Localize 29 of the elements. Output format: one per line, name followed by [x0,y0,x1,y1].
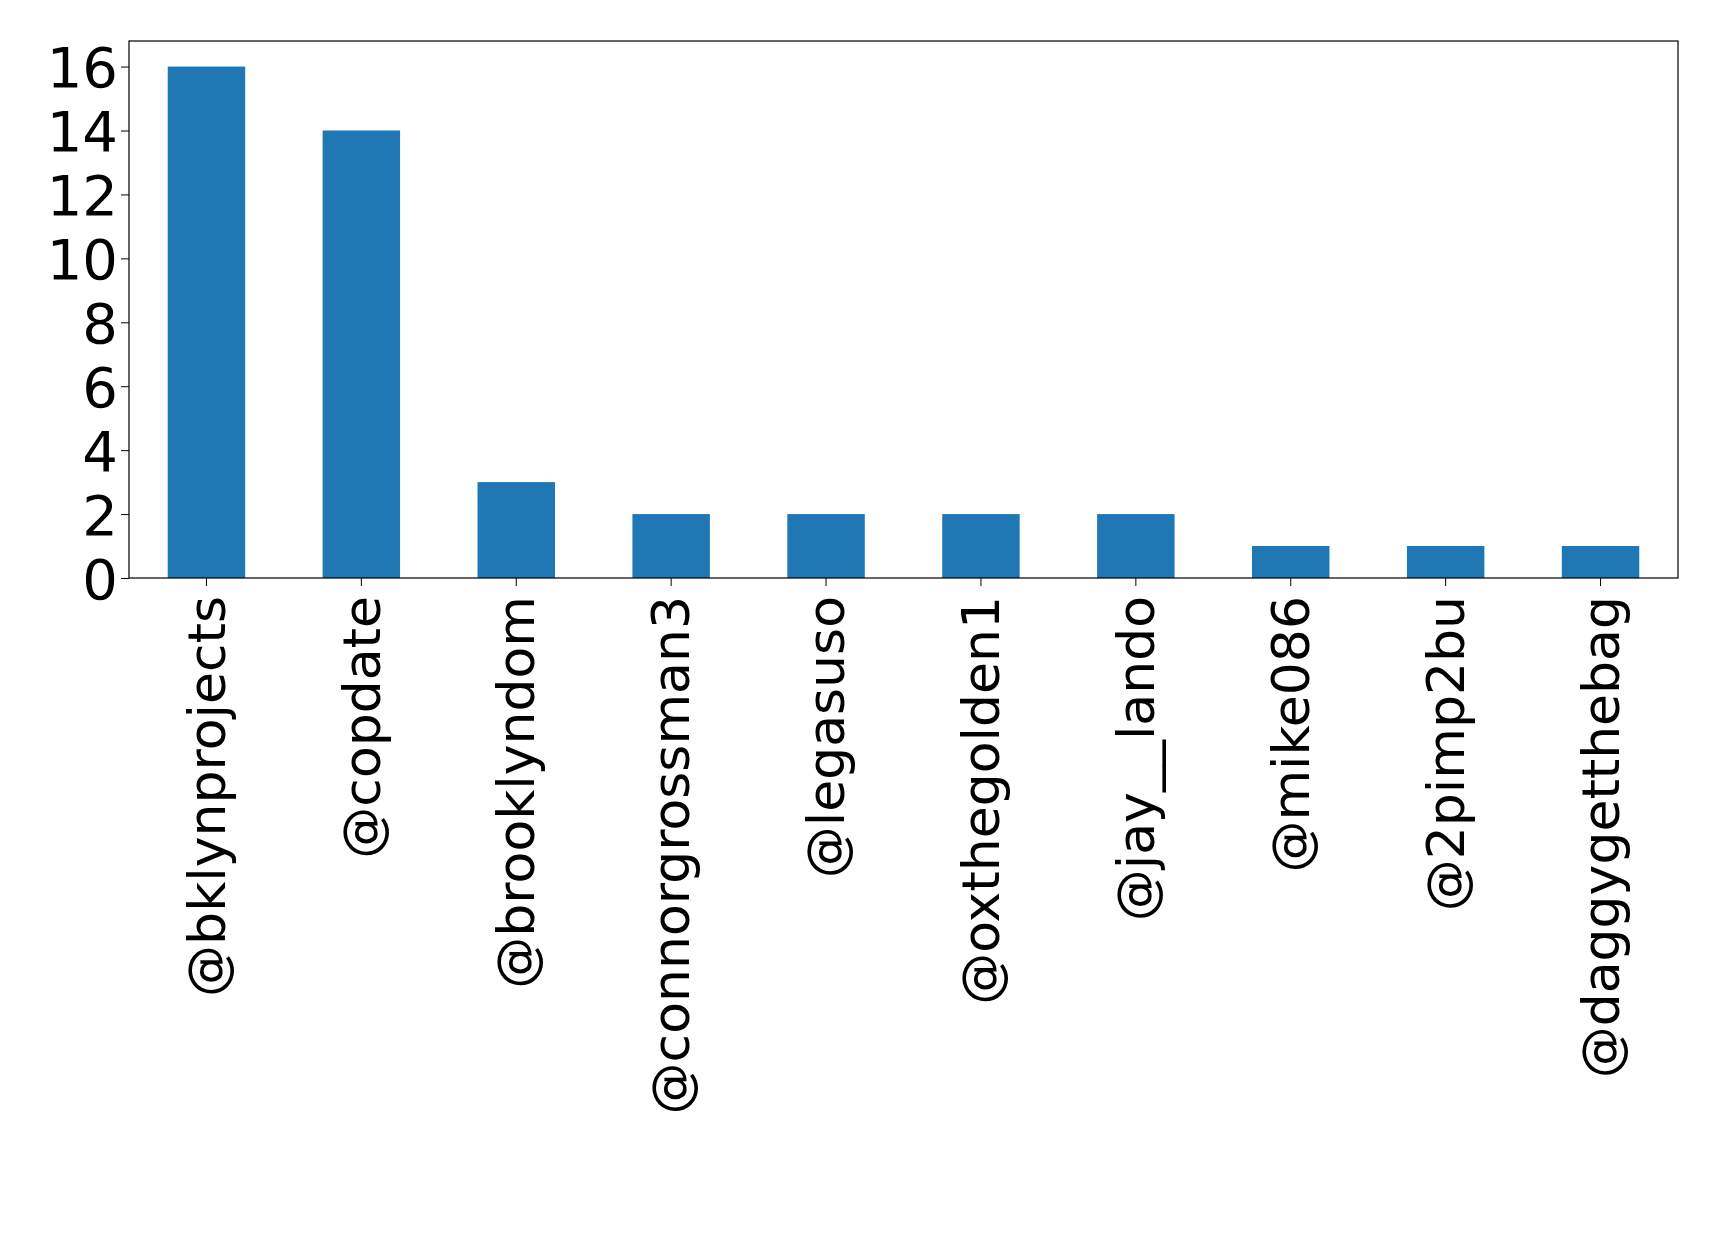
bar [1252,546,1330,578]
x-tick-label: @daggygetthebag [1570,596,1631,1079]
x-tick-label: @legasuso [796,596,857,879]
bar [942,514,1020,578]
bar [632,514,710,578]
bar [322,130,401,578]
bar [167,66,246,578]
y-tick-label: 12 [46,163,118,229]
y-tick-label: 2 [82,482,118,548]
x-tick-label: @jay__lando [1106,596,1167,922]
y-tick-label: 6 [82,354,118,420]
y-tick-label: 0 [82,546,118,612]
bar [477,482,555,578]
y-tick-label: 8 [82,290,118,356]
x-tick-label: @bklynprojects [176,596,237,997]
y-tick-label: 14 [46,99,118,165]
x-tick-label: @copdate [331,596,392,859]
x-tick-label: @2pimp2bu [1415,596,1476,912]
bar [1406,546,1485,578]
x-tick-label: @brooklyndom [486,596,547,989]
x-tick-label: @connorgrossman3 [641,596,702,1115]
x-tick-label: @oxthegolden1 [951,596,1012,1005]
y-tick-label: 10 [46,227,118,293]
y-tick-label: 16 [46,35,118,101]
bar [1097,514,1175,578]
bar [1561,546,1640,578]
x-tick-label: @mike086 [1260,596,1321,873]
bar [787,514,865,578]
y-tick-label: 4 [82,418,118,484]
